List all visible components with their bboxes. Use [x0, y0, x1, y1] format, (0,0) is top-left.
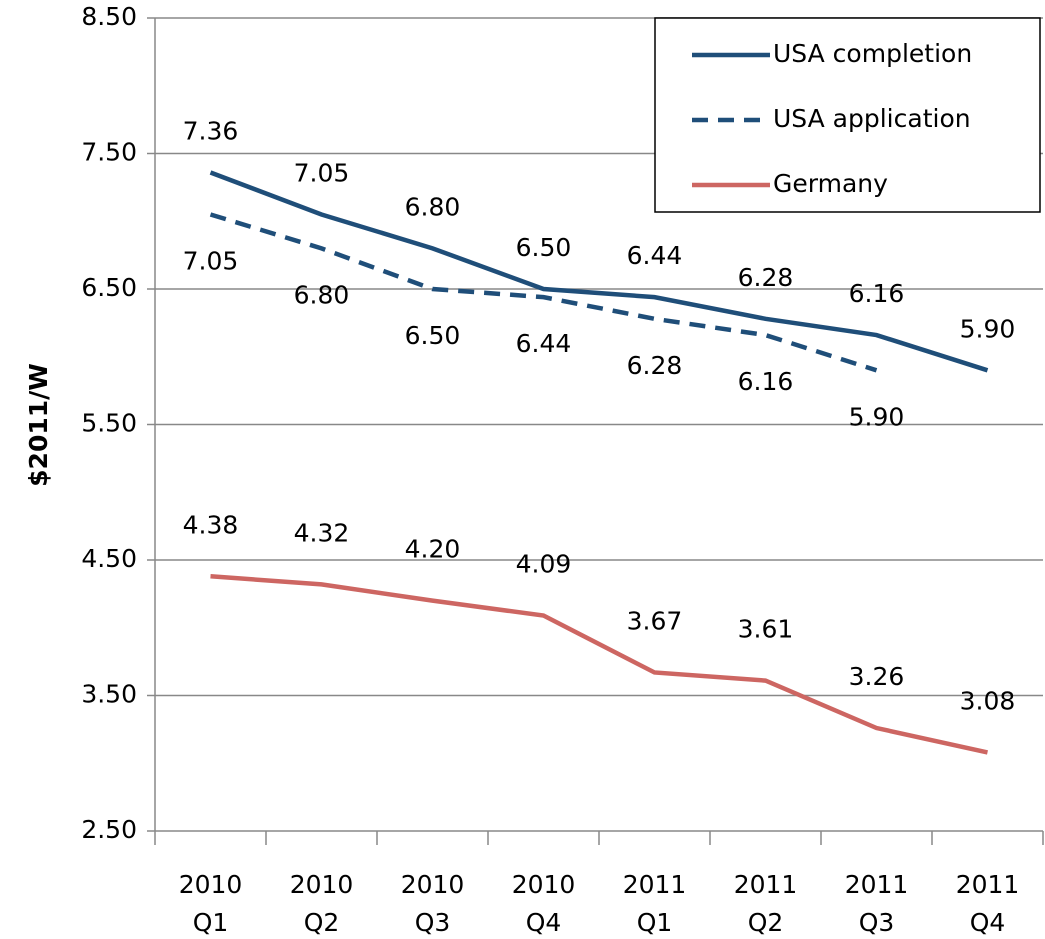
x-tick-label-line: 2011	[956, 870, 1020, 899]
data-label: 6.50	[516, 233, 572, 262]
data-label: 6.44	[516, 329, 572, 358]
x-tick-label: 2010 Q3	[401, 870, 465, 937]
data-label: 4.38	[183, 510, 239, 539]
x-tick-label-line: 2010	[512, 870, 576, 899]
data-label: 5.90	[960, 314, 1016, 343]
x-tick-label-line: Q1	[637, 908, 673, 937]
x-tick-label: 2011 Q4	[956, 870, 1020, 937]
x-tick-label-line: Q2	[304, 908, 340, 937]
x-tick-label-line: Q3	[859, 908, 895, 937]
x-tick-label: 2010 Q4	[512, 870, 576, 937]
data-label: 6.16	[738, 367, 794, 396]
data-label: 4.09	[516, 550, 572, 579]
y-tick-label: 4.50	[81, 544, 137, 573]
data-label: 3.61	[738, 615, 794, 644]
x-tick-label-line: Q4	[970, 908, 1006, 937]
y-tick-label: 8.50	[81, 2, 137, 31]
data-label: 7.36	[183, 116, 239, 145]
data-label: 3.67	[627, 606, 683, 635]
data-label: 6.50	[405, 321, 461, 350]
legend-label: USA completion	[773, 39, 972, 68]
x-tick-label: 2010 Q2	[290, 870, 354, 937]
x-tick-label-line: 2011	[623, 870, 687, 899]
legend-label: USA application	[773, 104, 971, 133]
x-tick-label-line: Q2	[748, 908, 784, 937]
x-tick-label-line: 2011	[845, 870, 909, 899]
legend-box	[654, 17, 1041, 213]
data-label: 6.80	[405, 192, 461, 221]
data-label: 5.90	[849, 402, 905, 431]
y-tick-label: 5.50	[81, 409, 137, 438]
data-label: 7.05	[183, 246, 239, 275]
x-tick-label-line: 2011	[734, 870, 798, 899]
x-tick-label: 2011 Q1	[623, 870, 687, 937]
x-tick-label-line: Q4	[526, 908, 562, 937]
x-tick-label: 2011 Q2	[734, 870, 798, 937]
y-tick-label: 6.50	[81, 273, 137, 302]
x-tick-label: 2011 Q3	[845, 870, 909, 937]
data-label: 6.28	[738, 263, 794, 292]
x-tick-label-line: Q3	[415, 908, 451, 937]
data-label: 6.80	[294, 280, 350, 309]
x-tick-label: 2010 Q1	[179, 870, 243, 937]
data-label: 4.20	[405, 535, 461, 564]
data-label: 6.44	[627, 241, 683, 270]
data-label: 7.05	[294, 158, 350, 187]
data-label: 4.32	[294, 518, 350, 547]
x-tick-label-line: 2010	[179, 870, 243, 899]
data-label: 3.08	[960, 686, 1016, 715]
x-tick-label-line: Q1	[193, 908, 229, 937]
data-label: 6.28	[627, 351, 683, 380]
data-label: 3.26	[849, 662, 905, 691]
y-tick-label: 7.50	[81, 138, 137, 167]
x-tick-label-line: 2010	[290, 870, 354, 899]
series-line	[209, 212, 878, 373]
series-line	[210, 574, 988, 755]
y-tick-label: 2.50	[81, 815, 137, 844]
y-tick-label: 3.50	[81, 680, 137, 709]
legend-label: Germany	[773, 169, 888, 198]
data-label: 6.16	[849, 279, 905, 308]
series-line	[209, 170, 989, 373]
x-tick-label-line: 2010	[401, 870, 465, 899]
y-axis-label: $2011/W	[24, 363, 53, 487]
